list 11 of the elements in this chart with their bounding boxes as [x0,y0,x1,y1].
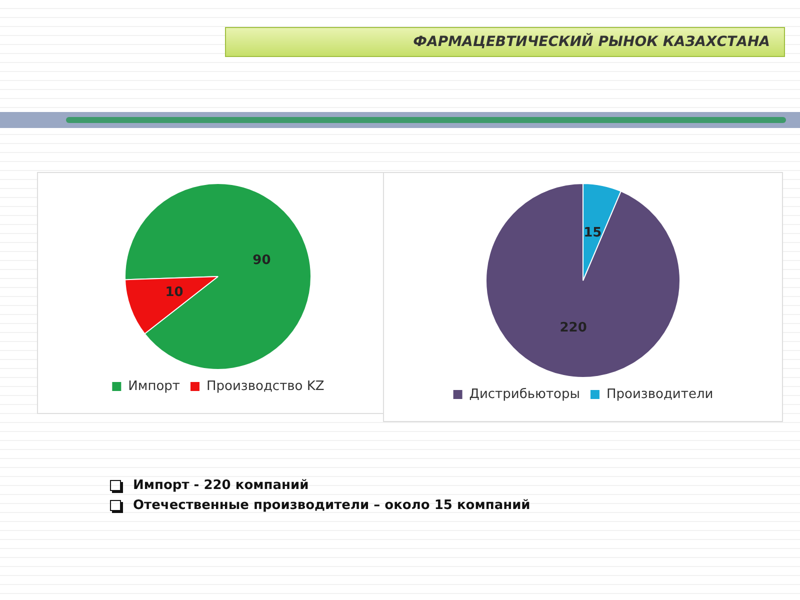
data-label: 10 [165,284,184,300]
text: Отечественные производители – около 15 компаний [133,498,530,513]
text: Импорт - 220 компаний [133,478,309,493]
legend-label: Дистрибьюторы [469,386,580,402]
data-label: 15 [584,225,602,240]
data-label: 90 [252,252,271,268]
legend-label: Импорт [128,378,180,394]
text: ФАРМАЦЕВТИЧЕСКИЙ РЫНОК КАЗАХСТАНА [225,27,785,57]
legend-label: Производители [606,386,714,402]
legend-label: Производство KZ [206,378,324,394]
data-label: 220 [560,320,587,336]
